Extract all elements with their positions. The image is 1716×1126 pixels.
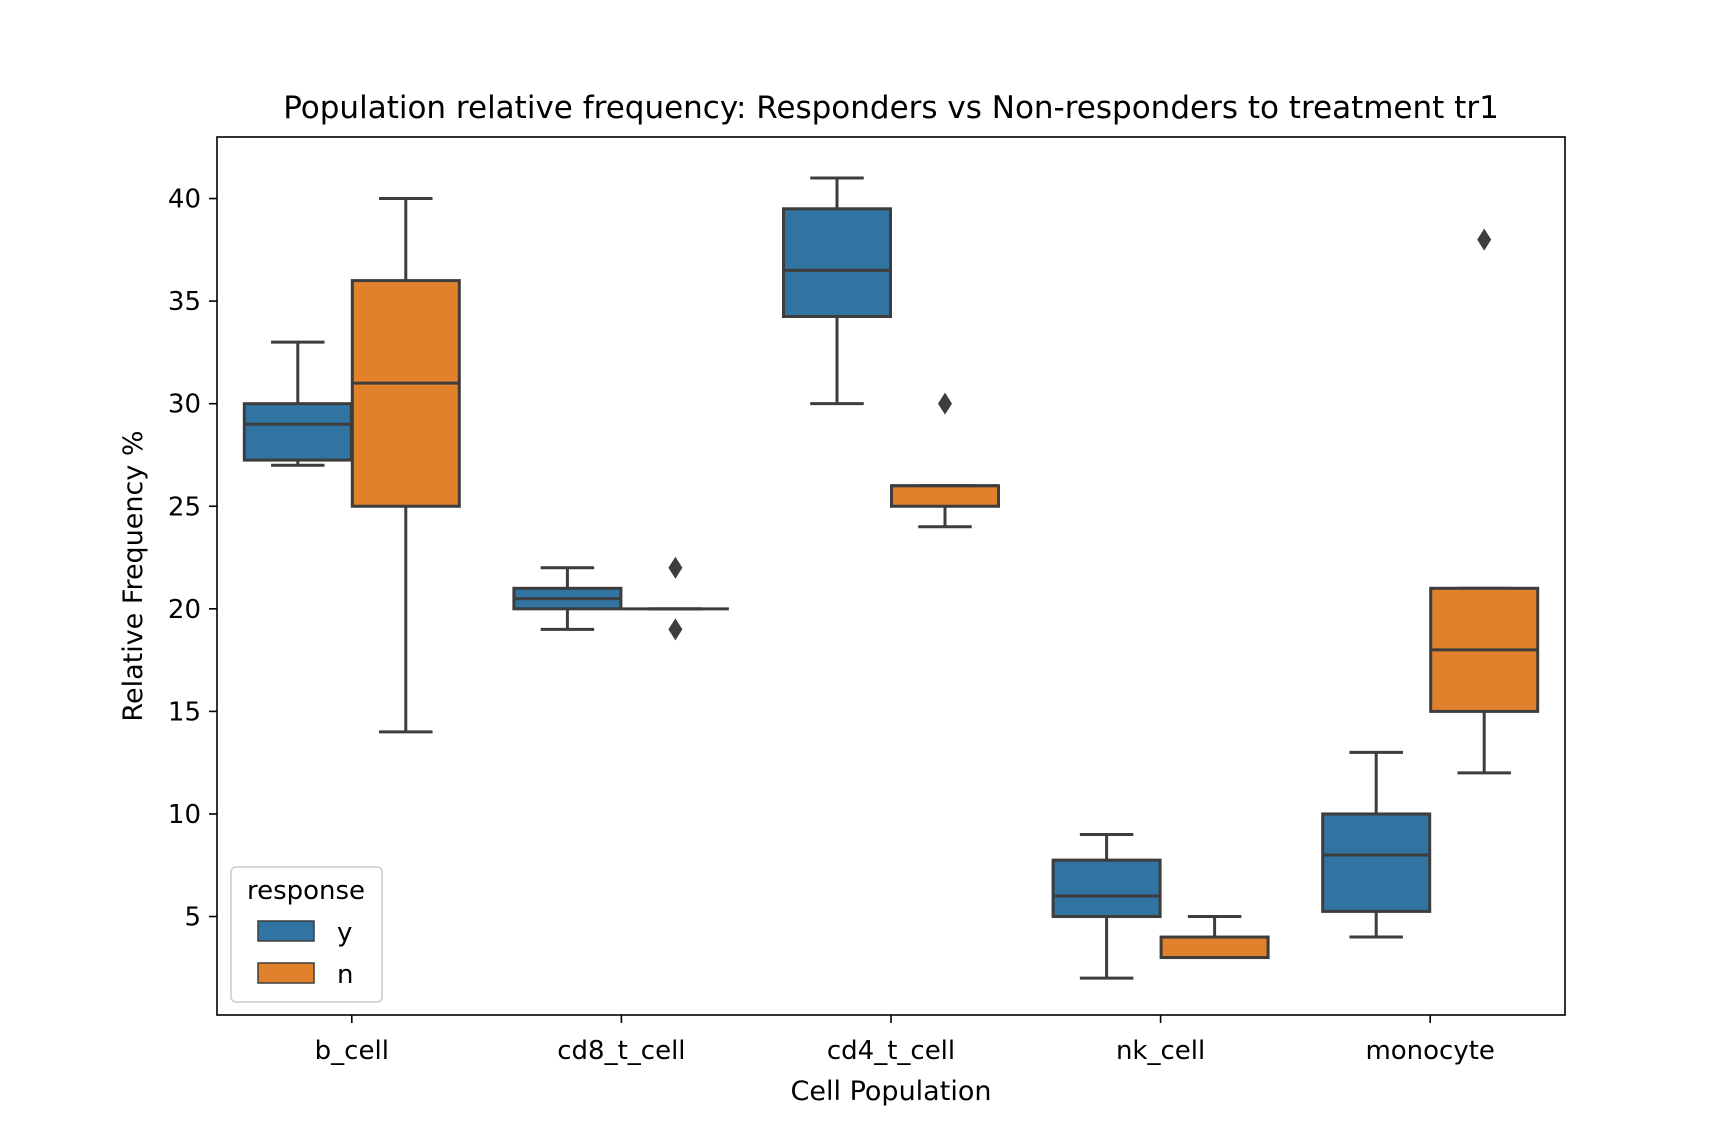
- x-tick-label-monocyte: monocyte: [1365, 1036, 1495, 1066]
- y-tick-label: 30: [168, 390, 201, 420]
- x-tick-label-cd4_t_cell: cd4_t_cell: [827, 1036, 955, 1066]
- flier-cd8_t_cell-n: [668, 556, 683, 579]
- x-tick-label-nk_cell: nk_cell: [1116, 1036, 1205, 1066]
- x-tick-label-b_cell: b_cell: [315, 1036, 389, 1066]
- y-axis: 5 10 15 20 25 30 35 40: [168, 185, 217, 933]
- legend-label-y: y: [337, 918, 352, 948]
- box-nk_cell-y: [1051, 858, 1162, 919]
- x-axis: b_cell cd8_t_cell cd4_t_cell nk_cell monocyt…: [315, 1015, 1495, 1066]
- box-cd4_t_cell-n: [890, 484, 1000, 508]
- chart-title: Population relative frequency: Responder…: [283, 90, 1499, 126]
- box-cd4_t_cell-y: [782, 207, 892, 318]
- y-tick-label: 15: [168, 697, 201, 727]
- y-tick-label: 35: [168, 287, 201, 317]
- box-monocyte-y: [1321, 812, 1432, 913]
- flier-cd4_t_cell-n: [938, 392, 952, 415]
- legend-swatch-n: [257, 962, 315, 984]
- x-tick-label-cd8_t_cell: cd8_t_cell: [557, 1036, 685, 1066]
- box-b_cell-y: [242, 402, 353, 462]
- y-tick-label: 10: [168, 800, 201, 830]
- legend: response y n: [230, 866, 383, 1003]
- flier-cd8_t_cell-n: [668, 618, 683, 641]
- flier-monocyte-n: [1477, 228, 1492, 251]
- y-tick-label: 20: [168, 595, 201, 625]
- boxes-layer: [242, 176, 1540, 980]
- box-nk_cell-n: [1159, 935, 1270, 960]
- legend-swatch-y: [257, 920, 315, 942]
- legend-title: response: [247, 876, 365, 906]
- y-axis-label: Relative Frequency %: [118, 430, 149, 721]
- x-axis-label: Cell Population: [791, 1076, 992, 1107]
- legend-label-n: n: [337, 960, 353, 990]
- box-b_cell-n: [350, 279, 461, 508]
- y-tick-label: 5: [184, 903, 201, 933]
- y-tick-label: 25: [168, 492, 201, 522]
- y-tick-label: 40: [168, 185, 201, 215]
